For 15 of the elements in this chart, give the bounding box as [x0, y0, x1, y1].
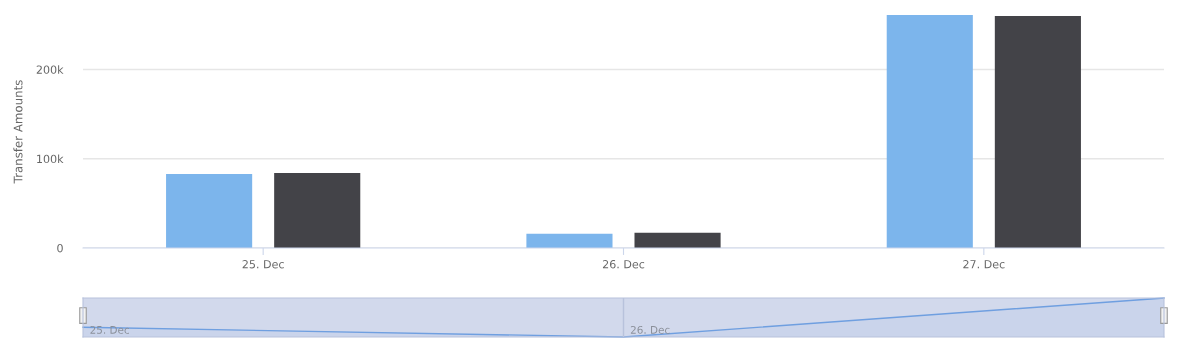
x-tick-label: 26. Dec: [602, 260, 645, 269]
x-tick-label: 25. Dec: [90, 325, 130, 334]
y-axis-title: Transfer Amounts: [13, 80, 23, 184]
bar: [886, 15, 973, 248]
y-tick-label: 0: [57, 243, 63, 253]
x-tick-label: 25. Dec: [242, 260, 284, 269]
bar: [634, 232, 721, 248]
bar: [274, 173, 361, 248]
bar: [994, 15, 1081, 248]
x-tick-label: 27. Dec: [963, 260, 1005, 269]
y-tick-label: 200k: [36, 65, 64, 74]
x-tick-label: 26. Dec: [630, 325, 670, 334]
y-tick-label: 100k: [37, 154, 64, 164]
bar: [526, 233, 613, 248]
bar: [166, 173, 253, 248]
